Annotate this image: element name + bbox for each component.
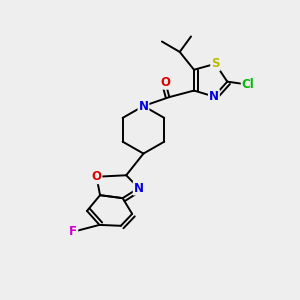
Text: F: F [69, 225, 77, 238]
Text: N: N [209, 90, 219, 103]
Text: N: N [139, 100, 148, 112]
Text: O: O [92, 170, 101, 183]
Text: S: S [211, 57, 220, 70]
Text: Cl: Cl [242, 78, 254, 91]
Text: N: N [134, 182, 144, 194]
Text: O: O [160, 76, 170, 89]
